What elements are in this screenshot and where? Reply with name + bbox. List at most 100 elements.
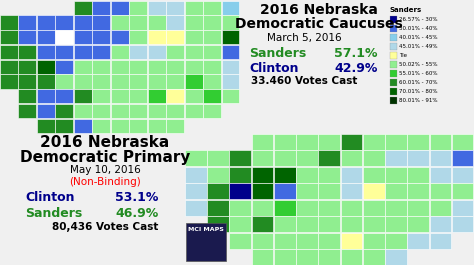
Bar <box>184 45 202 59</box>
Bar <box>148 89 165 103</box>
Bar <box>111 15 129 30</box>
Bar <box>252 134 273 149</box>
Bar <box>166 30 184 44</box>
Bar <box>55 30 73 44</box>
Bar <box>207 150 229 166</box>
Bar <box>18 104 36 118</box>
Bar <box>0 30 18 44</box>
Bar <box>452 150 474 166</box>
Bar <box>221 15 239 30</box>
Bar <box>207 166 229 183</box>
Bar <box>390 97 397 104</box>
Bar <box>148 1 165 15</box>
Bar <box>148 60 165 74</box>
Bar <box>74 30 92 44</box>
Bar <box>452 183 474 199</box>
Bar <box>341 216 362 232</box>
Bar <box>166 119 184 133</box>
Bar <box>221 45 239 59</box>
Bar <box>92 104 110 118</box>
Bar <box>407 232 429 249</box>
Bar <box>385 166 407 183</box>
Bar <box>148 74 165 89</box>
Bar <box>341 232 362 249</box>
Bar <box>166 104 184 118</box>
Bar <box>341 166 362 183</box>
Bar <box>166 60 184 74</box>
Bar <box>296 150 318 166</box>
Bar <box>166 89 184 103</box>
Bar <box>296 183 318 199</box>
Bar <box>390 61 397 68</box>
Bar <box>92 60 110 74</box>
Bar <box>18 74 36 89</box>
Bar <box>407 166 429 183</box>
Text: 30.01% - 40%: 30.01% - 40% <box>399 26 438 31</box>
Bar <box>341 150 362 166</box>
Bar <box>363 150 384 166</box>
Text: Sanders: Sanders <box>249 47 306 60</box>
Bar <box>203 74 221 89</box>
Text: 55.01% - 60%: 55.01% - 60% <box>399 71 438 76</box>
Bar <box>74 1 92 15</box>
Bar <box>74 89 92 103</box>
Bar <box>55 119 73 133</box>
Bar <box>184 89 202 103</box>
Text: 42.9%: 42.9% <box>334 62 377 75</box>
Bar <box>296 232 318 249</box>
Bar <box>148 45 165 59</box>
Bar <box>18 15 36 30</box>
Bar <box>390 43 397 50</box>
Bar <box>129 30 147 44</box>
Bar <box>429 134 451 149</box>
Bar <box>0 60 18 74</box>
Bar <box>319 134 340 149</box>
Bar <box>74 74 92 89</box>
Bar <box>148 119 165 133</box>
Bar <box>111 45 129 59</box>
Bar <box>203 89 221 103</box>
Bar <box>129 1 147 15</box>
Bar <box>390 34 397 41</box>
Text: 26.57% - 30%: 26.57% - 30% <box>399 17 438 22</box>
Bar <box>203 60 221 74</box>
Bar <box>74 104 92 118</box>
Bar <box>203 30 221 44</box>
Bar <box>429 232 451 249</box>
Bar <box>18 60 36 74</box>
Bar <box>166 45 184 59</box>
Bar <box>319 166 340 183</box>
Text: Clinton: Clinton <box>249 62 299 75</box>
Bar <box>319 200 340 215</box>
Bar <box>92 45 110 59</box>
Bar <box>252 166 273 183</box>
Bar <box>452 166 474 183</box>
Bar <box>385 200 407 215</box>
Bar <box>363 183 384 199</box>
Bar <box>111 74 129 89</box>
Text: Tie: Tie <box>399 53 407 58</box>
Bar <box>385 183 407 199</box>
Bar <box>319 150 340 166</box>
Bar <box>385 232 407 249</box>
Bar <box>252 200 273 215</box>
Bar <box>363 200 384 215</box>
Bar <box>129 119 147 133</box>
Bar <box>148 104 165 118</box>
Bar <box>55 15 73 30</box>
Bar <box>452 200 474 215</box>
Bar <box>207 183 229 199</box>
Text: 45.01% - 49%: 45.01% - 49% <box>399 44 438 49</box>
Bar <box>363 232 384 249</box>
Bar <box>185 150 207 166</box>
Text: 50.02% - 55%: 50.02% - 55% <box>399 62 438 67</box>
Bar <box>341 134 362 149</box>
Bar <box>452 216 474 232</box>
Bar <box>55 104 73 118</box>
Bar <box>407 134 429 149</box>
Text: Clinton: Clinton <box>25 191 74 204</box>
Bar <box>296 200 318 215</box>
Bar <box>363 134 384 149</box>
Bar <box>166 15 184 30</box>
Bar <box>319 232 340 249</box>
